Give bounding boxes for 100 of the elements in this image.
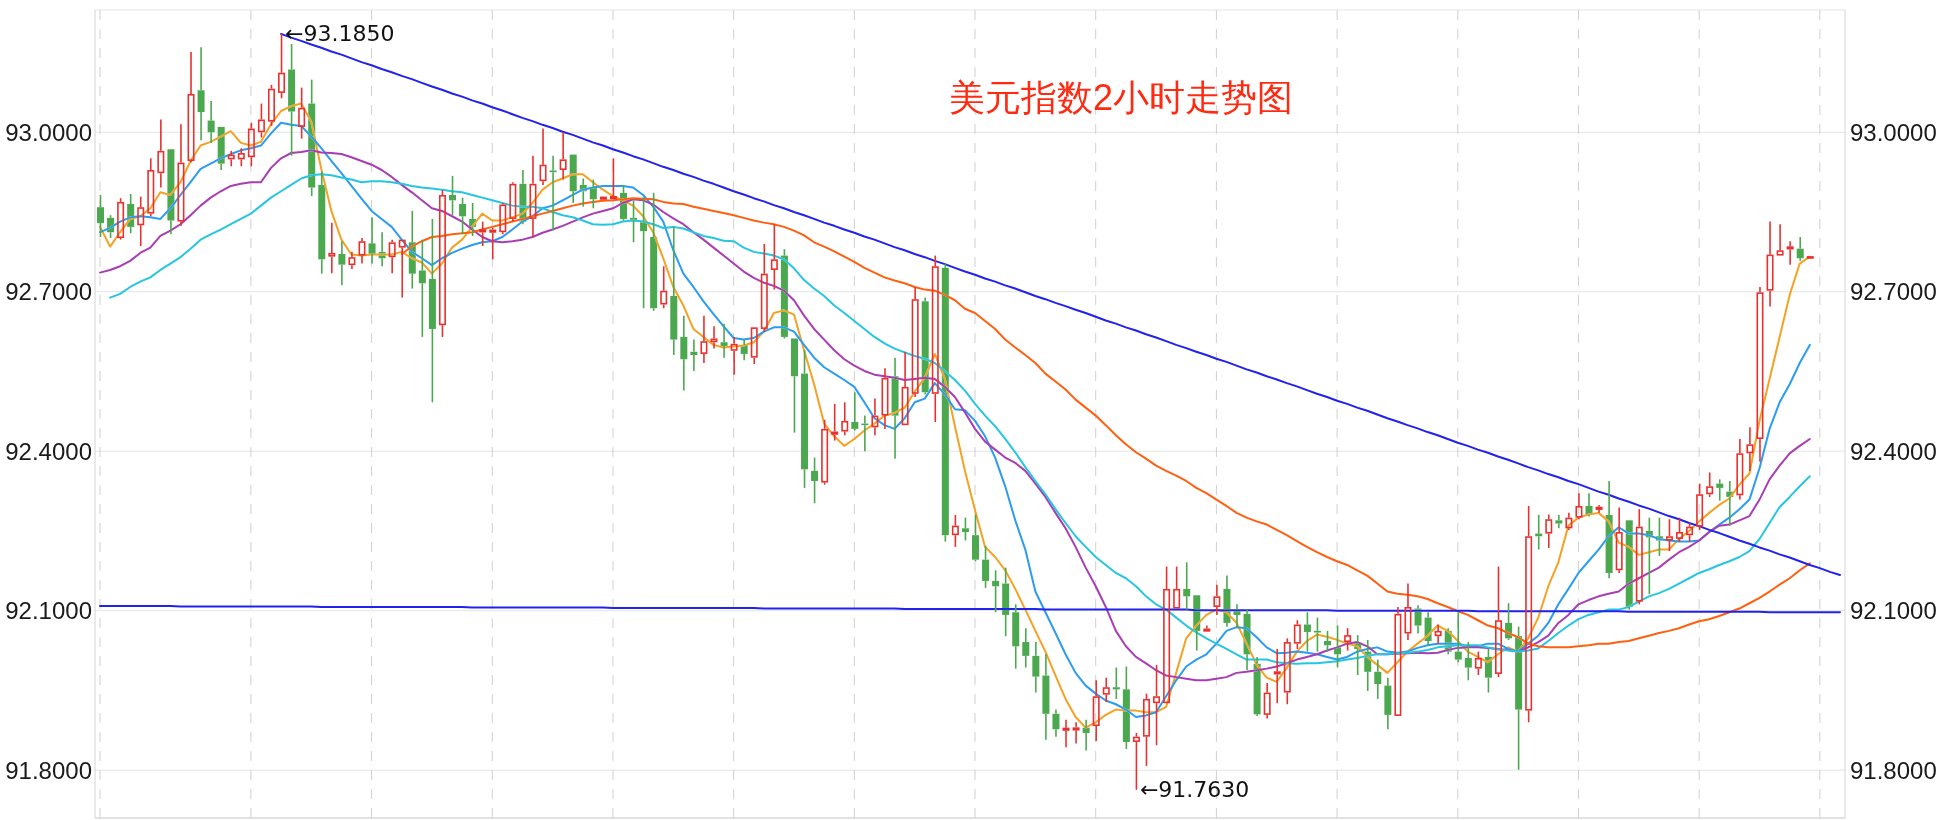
candlestick: [1032, 641, 1040, 694]
y-tick-label: 92.7000: [5, 278, 92, 306]
candlestick: [1022, 627, 1030, 669]
text: 美元指数2小时走势图: [949, 77, 1294, 118]
annotation: ←91.7630: [1139, 777, 1250, 803]
candlestick: [1635, 508, 1643, 606]
candlestick: [871, 397, 879, 437]
candlestick: [338, 240, 346, 287]
candlestick: [1233, 603, 1241, 630]
candlestick: [740, 338, 748, 362]
y2-tick-label: 93.0000: [1850, 118, 1937, 146]
candlestick: [197, 46, 205, 142]
candlestick: [1364, 639, 1372, 692]
candlestick: [489, 227, 497, 261]
candlestick: [801, 349, 809, 489]
candlestick: [1424, 611, 1432, 647]
candlestick: [1776, 223, 1784, 256]
candlestick: [1565, 512, 1573, 531]
candlestick: [1012, 603, 1020, 670]
candlestick: [1746, 426, 1754, 472]
candlestick: [1545, 513, 1553, 549]
candlestick: [1092, 679, 1100, 742]
candlestick: [1625, 520, 1633, 611]
candlestick: [730, 336, 738, 376]
candlestick: [187, 51, 195, 164]
candlestick: [680, 314, 688, 392]
candlestick: [1102, 676, 1110, 703]
candlestick: [368, 216, 376, 265]
candlestick: [288, 43, 296, 157]
candlestick: [1213, 583, 1221, 616]
candlestick: [1374, 658, 1382, 700]
candlestick: [308, 78, 316, 197]
candlestick: [559, 131, 567, 181]
candlestick: [1736, 438, 1744, 501]
candlestick: [1796, 236, 1804, 262]
candlestick: [1153, 664, 1161, 746]
candlestick: [388, 238, 396, 274]
candlestick: [137, 195, 145, 247]
candlestick: [1173, 565, 1181, 609]
candlestick: [157, 118, 165, 189]
candlestick: [1042, 653, 1050, 741]
candlestick: [1384, 676, 1392, 731]
candlestick: [1283, 637, 1291, 706]
candlestick: [1756, 286, 1764, 463]
y-tick-label: 91.8000: [5, 756, 92, 784]
candlestick: [750, 327, 758, 365]
candlestick: [640, 196, 648, 310]
candlestick: [1605, 480, 1613, 580]
candlestick: [1555, 514, 1563, 530]
candlestick: [569, 154, 577, 204]
candlestick: [408, 210, 416, 290]
candlestick: [378, 231, 386, 268]
candlestick: [690, 338, 698, 372]
candlestick: [1072, 721, 1080, 745]
candlestick: [539, 127, 547, 186]
candlestick: [1223, 574, 1231, 628]
candlestick: [1193, 595, 1201, 652]
candlestick: [700, 314, 708, 364]
candlestick: [1766, 220, 1774, 308]
candlestick: [147, 157, 155, 218]
candlestick: [328, 221, 336, 274]
candlestick: [790, 338, 798, 434]
candlestick: [348, 251, 356, 270]
candlestick: [931, 254, 939, 423]
candlestick: [207, 100, 215, 144]
y2-tick-label: 92.4000: [1850, 437, 1937, 465]
y2-tick-label: 92.1000: [1850, 597, 1937, 625]
annotation: ←93.1850: [285, 21, 395, 47]
candlestick: [921, 296, 929, 396]
candlestick: [428, 218, 436, 404]
candlestick: [1414, 604, 1422, 635]
candlestick: [1595, 504, 1603, 514]
candlestick: [318, 170, 326, 275]
candlestick: [509, 181, 517, 223]
candlestick: [1585, 492, 1593, 518]
candlestick: [1263, 682, 1271, 720]
candlestick: [579, 177, 587, 208]
candlestick: [1454, 611, 1462, 664]
candlestick: [609, 157, 617, 200]
candlestick: [911, 286, 919, 398]
candlestick: [1273, 648, 1281, 704]
candlestick: [1163, 565, 1171, 704]
candlestick: [1394, 606, 1402, 716]
candlestick: [1253, 656, 1261, 717]
candlestick: [529, 154, 537, 238]
candlestick: [599, 196, 607, 200]
candlestick: [891, 356, 899, 460]
candlestick: [670, 226, 678, 356]
candlestick: [1082, 718, 1090, 752]
y-tick-label: 92.4000: [5, 437, 92, 465]
candlestick: [1183, 561, 1191, 611]
candlestick: [1716, 478, 1724, 502]
y-tick-label: 92.1000: [5, 597, 92, 625]
candlestick: [1806, 256, 1814, 259]
candlestick: [167, 149, 175, 236]
y-tick-label: 93.0000: [5, 118, 92, 146]
candlestick: [1434, 623, 1442, 645]
y2-tick-label: 92.7000: [1850, 278, 1937, 306]
candlestick: [519, 169, 527, 226]
candlestick: [177, 123, 185, 227]
